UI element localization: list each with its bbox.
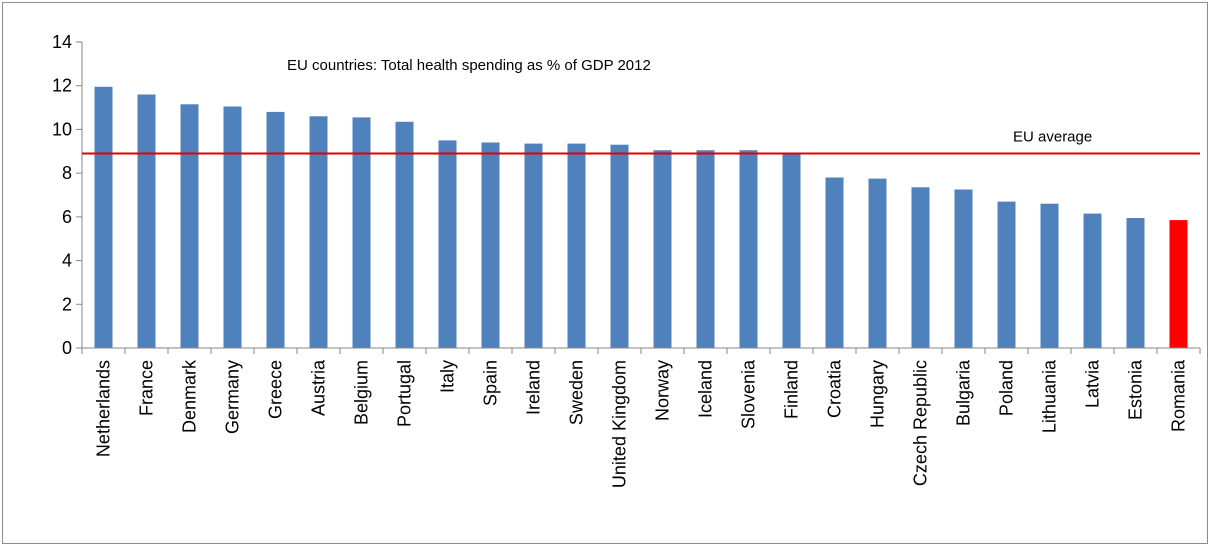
- y-tick-label: 10: [52, 119, 72, 139]
- bar-france: [137, 94, 156, 348]
- category-label-slovenia: Slovenia: [739, 359, 759, 429]
- y-tick-label: 0: [62, 338, 72, 358]
- category-label-denmark: Denmark: [180, 359, 200, 433]
- category-label-lithuania: Lithuania: [1040, 359, 1060, 433]
- bars-layer: [94, 86, 1188, 349]
- bar-finland: [782, 153, 801, 348]
- bar-ireland: [524, 143, 543, 348]
- bar-norway: [653, 150, 672, 348]
- category-label-finland: Finland: [782, 360, 802, 419]
- category-labels: Netherlands France Denmark Germany Greece Aus…: [94, 359, 1189, 488]
- bar-sweden: [567, 143, 586, 348]
- category-label-norway: Norway: [653, 360, 673, 421]
- bar-croatia: [825, 177, 844, 348]
- bar-bulgaria: [954, 189, 973, 348]
- eu-average-label: EU average: [1013, 128, 1092, 145]
- category-label-belgium: Belgium: [352, 360, 372, 425]
- bar-united-kingdom: [610, 144, 629, 348]
- bar-belgium: [352, 117, 371, 349]
- y-tick-label: 12: [52, 76, 72, 96]
- bar-slovenia: [739, 150, 758, 348]
- category-label-latvia: Latvia: [1083, 359, 1103, 408]
- bar-romania: [1169, 220, 1188, 348]
- category-label-ireland: Ireland: [524, 360, 544, 415]
- y-tick-label: 4: [62, 251, 72, 271]
- category-label-united-kingdom: United Kingdom: [610, 360, 630, 488]
- category-label-estonia: Estonia: [1126, 359, 1146, 420]
- category-label-austria: Austria: [309, 359, 329, 416]
- category-label-sweden: Sweden: [567, 360, 587, 425]
- bar-austria: [309, 116, 328, 348]
- bar-portugal: [395, 121, 414, 348]
- bar-lithuania: [1040, 203, 1059, 348]
- category-label-italy: Italy: [438, 360, 458, 393]
- category-label-germany: Germany: [223, 360, 243, 434]
- bar-czech-republic: [911, 187, 930, 348]
- category-label-czech-republic: Czech Republic: [911, 360, 931, 486]
- bar-germany: [223, 106, 242, 348]
- category-label-bulgaria: Bulgaria: [954, 359, 974, 426]
- category-label-greece: Greece: [266, 360, 286, 419]
- bar-estonia: [1126, 218, 1145, 348]
- category-label-portugal: Portugal: [395, 360, 415, 427]
- category-label-romania: Romania: [1169, 359, 1189, 432]
- bar-hungary: [868, 178, 887, 348]
- bar-latvia: [1083, 213, 1102, 348]
- y-tick-label: 6: [62, 207, 72, 227]
- bar-iceland: [696, 150, 715, 348]
- chart-title: EU countries: Total health spending as %…: [287, 57, 651, 74]
- bar-denmark: [180, 104, 199, 348]
- category-label-iceland: Iceland: [696, 360, 716, 418]
- category-label-netherlands: Netherlands: [94, 360, 114, 457]
- bar-netherlands: [94, 86, 113, 349]
- bar-greece: [266, 111, 285, 349]
- category-label-france: France: [137, 360, 157, 416]
- category-label-spain: Spain: [481, 360, 501, 406]
- category-label-hungary: Hungary: [868, 360, 888, 428]
- category-label-croatia: Croatia: [825, 359, 845, 418]
- bar-poland: [997, 201, 1016, 348]
- axis-layer: 0 2 4 6 8 10 12 14: [52, 32, 1201, 358]
- bar-italy: [438, 140, 457, 348]
- y-tick-label: 14: [52, 32, 72, 52]
- y-tick-label: 8: [62, 163, 72, 183]
- bar-spain: [481, 142, 500, 348]
- category-label-poland: Poland: [997, 360, 1017, 416]
- bar-chart: 0 2 4 6 8 10 12 14 EU average EU countries: Tot…: [52, 32, 1201, 488]
- y-tick-label: 2: [62, 294, 72, 314]
